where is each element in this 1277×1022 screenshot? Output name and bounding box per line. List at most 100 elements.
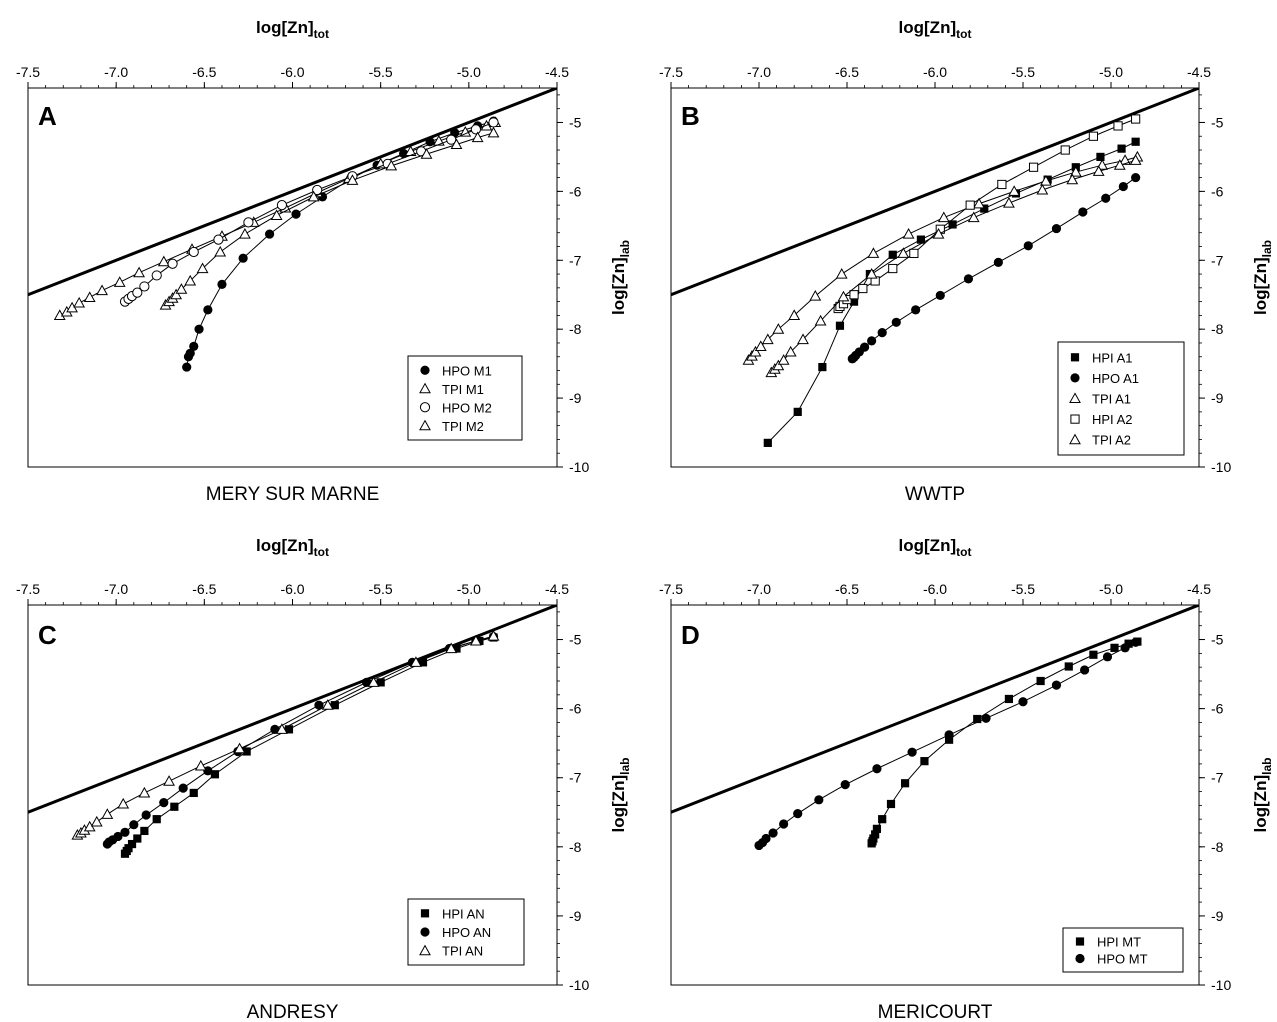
data-point-hpi-mt [1110, 643, 1119, 652]
series-hpo-mt [754, 637, 1141, 851]
data-point-tpi-an [321, 699, 334, 710]
data-point-hpo-m2 [488, 117, 499, 128]
data-point-hpo-a1 [1078, 207, 1088, 217]
series-hpo-a1 [847, 172, 1141, 364]
legend-box [1062, 927, 1184, 973]
data-point-tpi-a2 [797, 333, 809, 345]
data-point-hpi-a1 [948, 220, 957, 229]
x-tick-label: -6.5 [835, 64, 859, 80]
legend-marker [1075, 953, 1085, 964]
data-point-tpi-a1 [1096, 159, 1109, 170]
x-tick-label: -4.5 [1187, 581, 1211, 597]
panel-c-legend: HPI AN HPO AN TPI AN [407, 898, 525, 966]
data-point-hpi-a2 [1028, 162, 1039, 172]
data-point-hpi-an [330, 701, 339, 710]
data-point-hpi-mt [920, 757, 929, 766]
data-point-hpo-mt [779, 819, 789, 829]
panel-c-caption: ANDRESY [247, 1002, 339, 1022]
panel-b-plot-area [671, 88, 1199, 447]
data-point-hpo-mt [793, 809, 803, 819]
panel-b: -7.5 -7.0 -6.5 -6.0 -5.5 -5.0 -4.5 -5 -6 -7 -8 -9 -1… [659, 18, 1274, 505]
data-point-hpi-a1 [1096, 152, 1105, 162]
series-line-hpo-m1 [186, 120, 494, 368]
y-axis-title: log[Zn]lab [609, 758, 632, 833]
reference-line [28, 605, 557, 814]
data-point-tpi-m2 [346, 174, 359, 185]
data-point-hpo-mt [1120, 643, 1130, 653]
data-point-tpi-m1 [133, 266, 145, 278]
data-point-hpi-a1 [818, 362, 827, 372]
data-point-tpi-an [276, 723, 288, 734]
data-point-tpi-a2 [897, 247, 910, 258]
data-point-tpi-a2 [932, 227, 945, 239]
x-tick-label: -5.0 [1099, 64, 1123, 80]
data-point-tpi-a1 [772, 323, 785, 334]
x-axis-title: log[Zn]tot [256, 536, 329, 559]
data-point-hpi-an [152, 815, 161, 824]
data-point-hpi-mt [869, 834, 878, 843]
data-point-tpi-m2 [214, 245, 227, 257]
y-axis-title: log[Zn]lab [1251, 758, 1274, 833]
legend-marker [1070, 414, 1080, 424]
data-point-hpo-a1 [935, 290, 945, 301]
data-point-hpi-mt [973, 714, 982, 724]
x-tick-label: -7.0 [747, 64, 771, 80]
data-point-tpi-m2 [471, 131, 484, 143]
data-point-tpi-a2 [1113, 159, 1126, 170]
legend-label: HPI AN [442, 906, 485, 921]
data-point-hpi-an [452, 644, 461, 653]
data-point-hpi-mt [1089, 650, 1098, 659]
data-point-hpo-mt [1018, 697, 1028, 707]
panel-d-legend: HPI MT HPO MT [1062, 927, 1184, 973]
data-point-tpi-m1 [96, 284, 108, 296]
y-tick-label: -10 [1211, 977, 1231, 993]
data-point-tpi-an [367, 676, 380, 687]
y-tick-label: -8 [569, 839, 582, 855]
y-tick-label: -7 [1211, 252, 1224, 268]
data-point-tpi-a1 [937, 211, 950, 223]
data-point-tpi-a2 [1066, 173, 1079, 185]
data-point-hpo-an [314, 700, 324, 710]
data-point-hpo-a1 [860, 342, 870, 352]
data-point-tpi-a2 [777, 354, 790, 365]
x-tick-label: -5.0 [457, 64, 481, 80]
y-tick-label: -8 [1211, 839, 1224, 855]
data-point-tpi-m2 [420, 148, 433, 159]
data-point-hpo-mt [872, 764, 882, 774]
data-point-tpi-m2 [196, 262, 209, 274]
x-tick-label: -5.0 [457, 581, 481, 597]
reference-line [671, 605, 1199, 814]
y-tick-label: -6 [569, 183, 582, 199]
series-tpi-a2 [765, 154, 1142, 378]
data-point-hpo-a1 [867, 336, 877, 346]
x-tick-label: -7.0 [747, 581, 771, 597]
y-axis-title: log[Zn]lab [609, 240, 632, 315]
data-point-tpi-m2 [175, 283, 188, 294]
y-tick-label: -7 [569, 770, 582, 786]
data-point-hpi-an [133, 834, 142, 843]
data-point-tpi-a2 [837, 290, 850, 302]
data-point-tpi-a1 [761, 333, 774, 345]
data-point-tpi-m1 [113, 276, 126, 287]
panel-a-legend: HPO M1 TPI M1 HPO M2 TPI M2 [407, 355, 523, 441]
data-point-hpi-a2 [909, 248, 919, 258]
series-line-hpo-mt [758, 641, 1136, 846]
series-tpi-an [71, 630, 500, 840]
data-point-hpi-a2 [997, 179, 1007, 190]
data-point-hpo-m2 [151, 270, 162, 281]
legend-label: HPO AN [442, 925, 491, 940]
series-hpi-an [120, 633, 498, 858]
legend-marker [419, 944, 431, 956]
data-point-hpo-a1 [1118, 181, 1128, 192]
data-point-hpi-an [284, 725, 294, 734]
y-tick-label: -7 [569, 252, 582, 268]
data-point-hpi-a1 [1131, 137, 1140, 146]
data-point-tpi-an [90, 815, 103, 827]
y-tick-label: -10 [569, 977, 589, 993]
data-point-hpo-an [120, 827, 130, 837]
y-tick-label: -6 [1211, 183, 1224, 199]
panel-a: -7.5 -7.0 -6.5 -6.0 -5.5 -5.0 -4.5 -5 -6 -7 -8 -9 -1… [16, 18, 632, 505]
data-point-hpo-a1 [1101, 193, 1111, 203]
legend-marker [419, 419, 431, 431]
data-point-hpo-m2 [312, 184, 323, 196]
